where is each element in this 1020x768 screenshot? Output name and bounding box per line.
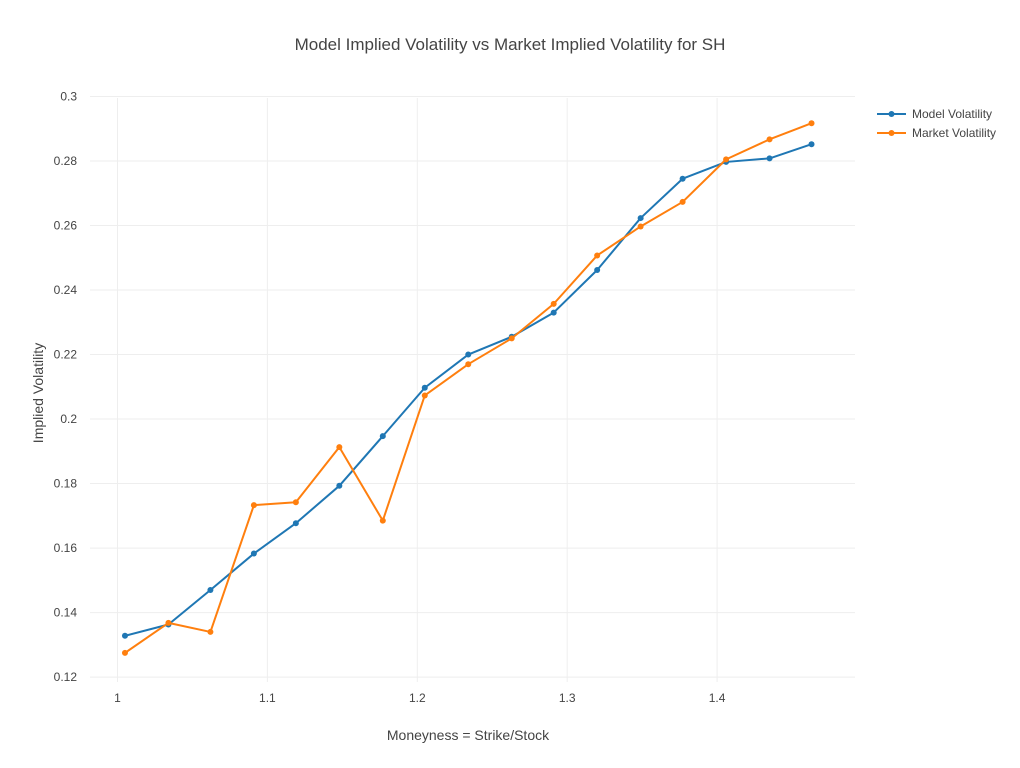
data-point-market-volatility (121, 649, 128, 656)
legend-label: Market Volatility (912, 126, 996, 140)
data-point-market-volatility (421, 392, 428, 399)
data-point-market-volatility (465, 361, 472, 368)
data-point-model-volatility (292, 520, 299, 527)
data-point-model-volatility (121, 632, 128, 639)
data-point-model-volatility (637, 215, 644, 222)
y-tick-label: 0.18 (54, 477, 78, 491)
data-point-market-volatility (207, 628, 214, 635)
data-point-market-volatility (679, 198, 686, 205)
y-tick-label: 0.12 (54, 670, 78, 684)
y-tick-label: 0.14 (54, 606, 78, 620)
y-tick-label: 0.28 (54, 154, 78, 168)
x-axis-title: Moneyness = Strike/Stock (387, 727, 550, 743)
legend-item[interactable]: Market Volatility (877, 126, 996, 140)
data-point-market-volatility (550, 300, 557, 307)
data-point-market-volatility (336, 444, 343, 451)
data-point-model-volatility (421, 384, 428, 391)
data-point-market-volatility (766, 136, 773, 143)
legend-label: Model Volatility (912, 107, 992, 121)
data-point-model-volatility (550, 309, 557, 316)
data-point-model-volatility (336, 482, 343, 489)
data-point-model-volatility (766, 155, 773, 162)
legend-marker-swatch (888, 111, 895, 117)
series-model-volatility (121, 141, 815, 639)
y-tick-label: 0.22 (54, 348, 78, 362)
data-point-market-volatility (379, 517, 386, 524)
data-point-market-volatility (508, 335, 515, 342)
data-point-market-volatility (808, 120, 815, 127)
series-line-market-volatility (124, 122, 812, 654)
y-axis-title: Implied Volatility (30, 343, 46, 443)
y-tick-label: 0.26 (54, 218, 78, 232)
data-point-model-volatility (465, 351, 472, 358)
data-point-market-volatility (594, 252, 601, 259)
data-point-market-volatility (250, 502, 257, 509)
series-market-volatility (121, 120, 815, 656)
y-axis-ticks: 0.12 0.14 0.16 0.18 0.2 0.22 0.24 0.26 0.28 0.3 (54, 89, 78, 684)
data-point-market-volatility (165, 619, 172, 626)
x-tick-label: 1.1 (259, 691, 276, 705)
x-tick-label: 1.4 (709, 691, 726, 705)
x-tick-label: 1 (114, 691, 121, 705)
data-point-model-volatility (594, 267, 601, 273)
chart-title: Model Implied Volatility vs Market Impli… (295, 35, 726, 54)
legend: Model Volatility Market Volatility (877, 107, 996, 140)
data-point-market-volatility (292, 499, 299, 506)
y-tick-label: 0.16 (54, 541, 78, 555)
data-point-market-volatility (723, 156, 730, 163)
data-point-model-volatility (207, 587, 214, 593)
y-tick-label: 0.2 (60, 412, 77, 426)
x-axis-ticks: 1 1.1 1.2 1.3 1.4 (114, 691, 726, 705)
data-point-model-volatility (379, 433, 386, 440)
series-line-model-volatility (124, 143, 812, 637)
legend-marker-swatch (888, 130, 895, 136)
x-tick-label: 1.2 (409, 691, 426, 705)
y-tick-label: 0.3 (60, 89, 77, 103)
data-point-model-volatility (679, 175, 686, 182)
x-tick-label: 1.3 (559, 691, 576, 705)
data-point-model-volatility (808, 141, 815, 148)
legend-item[interactable]: Model Volatility (877, 107, 992, 121)
data-point-market-volatility (637, 223, 644, 230)
y-tick-label: 0.24 (54, 283, 78, 297)
data-point-model-volatility (250, 550, 257, 557)
plot-area (121, 120, 815, 656)
